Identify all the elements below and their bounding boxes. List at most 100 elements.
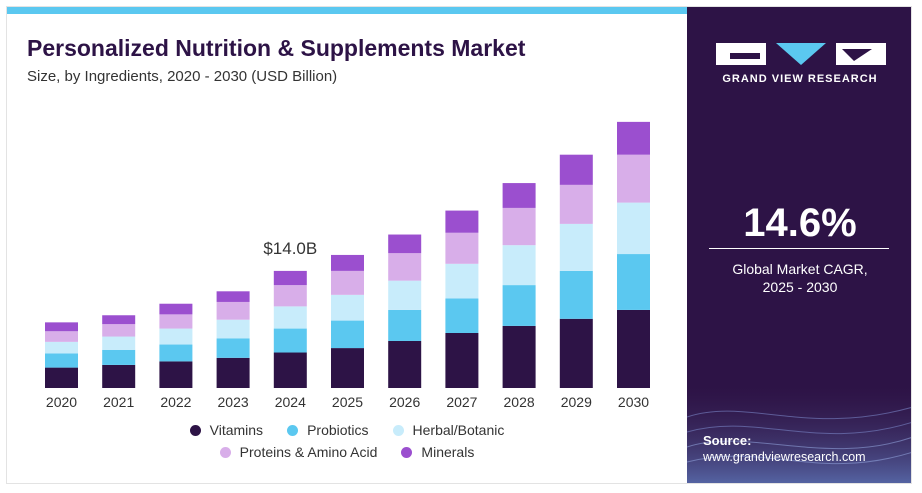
bar-2027-minerals [445,210,479,233]
bar-2023-proteins-amino-acid [216,301,250,320]
chart-title: Personalized Nutrition & Supplements Mar… [27,35,526,61]
bar-2021-minerals [102,315,136,325]
cagr-value: 14.6% [743,201,857,245]
bar-2028-herbal-botanic [502,245,536,286]
x-tick-label-2024: 2024 [275,394,306,410]
bar-2028-probiotics [502,285,536,326]
bar-2030-probiotics [617,254,650,310]
bar-2020-herbal-botanic [45,341,78,354]
legend-dot-proteins-amino-acid [219,446,231,458]
bar-2020-probiotics [45,353,78,368]
legend-dot-minerals [401,446,413,458]
bar-2025-minerals [331,254,364,271]
legend-item-proteins-amino-acid: Proteins & Amino Acid [219,444,378,460]
chart-subtitle: Size, by Ingredients, 2020 - 2030 (USD B… [27,68,338,85]
accent-top-bar [7,7,687,14]
chart-card: Personalized Nutrition & Supplements Mar… [6,6,912,484]
legend-row-1: Vitamins Probiotics Herbal/Botanic [7,419,687,441]
legend-item-minerals: Minerals [401,444,474,460]
bar-2024-herbal-botanic [273,306,307,329]
bar-2021-herbal-botanic [102,336,136,350]
bar-2027-herbal-botanic [445,263,479,299]
legend-item-herbal-botanic: Herbal/Botanic [392,422,505,438]
bar-2026-vitamins [388,340,422,388]
bar-2028-minerals [502,183,536,208]
bar-2022-proteins-amino-acid [159,314,193,329]
legend-label-probiotics: Probiotics [307,422,369,438]
legend-dot-probiotics [287,424,299,436]
bar-2029-herbal-botanic [559,223,593,271]
bar-2022-herbal-botanic [159,328,193,345]
source-url[interactable]: www.grandviewresearch.com [703,450,866,464]
x-tick-label-2027: 2027 [446,394,477,410]
bar-2020-vitamins [45,367,78,388]
bar-2025-herbal-botanic [331,294,364,321]
bar-2025-vitamins [331,348,364,388]
bar-2029-proteins-amino-acid [559,184,593,224]
bar-2020-proteins-amino-acid [45,331,78,342]
legend-dot-vitamins [189,424,201,436]
bar-2026-minerals [388,234,422,254]
chart-legend: Vitamins Probiotics Herbal/Botanic Prote… [7,419,687,463]
bar-2029-minerals [559,154,593,185]
bar-2025-probiotics [331,320,364,349]
brand-name: GRAND VIEW RESEARCH [722,73,878,85]
bar-2026-herbal-botanic [388,280,422,310]
bar-2026-proteins-amino-acid [388,253,422,281]
bar-2023-herbal-botanic [216,319,250,339]
bar-2026-probiotics [388,309,422,341]
legend-item-probiotics: Probiotics [287,422,369,438]
legend-label-proteins-amino-acid: Proteins & Amino Acid [239,444,378,460]
x-tick-label-2029: 2029 [561,394,592,410]
x-tick-label-2026: 2026 [389,394,420,410]
data-label-2024: $14.0B [263,239,317,258]
legend-label-minerals: Minerals [421,444,475,460]
x-tick-label-2030: 2030 [618,394,649,410]
bar-2023-probiotics [216,338,250,358]
x-tick-label-2025: 2025 [332,394,363,410]
bar-2024-proteins-amino-acid [273,285,307,307]
bar-2022-minerals [159,303,193,315]
legend-label-herbal-botanic: Herbal/Botanic [412,422,505,438]
bar-2024-minerals [273,270,307,286]
legend-item-vitamins: Vitamins [189,422,264,438]
bar-2030-proteins-amino-acid [617,154,650,203]
bar-2030-minerals [617,121,650,155]
bar-2030-vitamins [617,309,650,388]
bar-2023-minerals [216,291,250,302]
bar-2021-probiotics [102,349,136,365]
x-tick-label-2023: 2023 [218,394,249,410]
bar-2024-vitamins [273,352,307,388]
cagr-label: Global Market CAGR, 2025 - 2030 [687,260,911,296]
bar-2022-probiotics [159,344,193,362]
bar-2024-probiotics [273,328,307,353]
cagr-label-line-1: Global Market CAGR, [732,261,868,277]
legend-dot-herbal-botanic [392,424,404,436]
x-tick-label-2020: 2020 [46,394,77,410]
x-tick-label-2021: 2021 [103,394,134,410]
bar-2028-vitamins [502,325,536,388]
bar-2028-proteins-amino-acid [502,207,536,246]
bar-2029-vitamins [559,318,593,388]
cagr-label-line-2: 2025 - 2030 [762,279,838,295]
bar-2027-probiotics [445,298,479,333]
grand-view-research-logo-icon [716,43,886,65]
legend-label-vitamins: Vitamins [209,422,264,438]
decorative-wave-pattern [687,387,911,483]
bar-2027-vitamins [445,333,479,388]
bar-2029-probiotics [559,270,593,319]
cagr-divider [709,248,889,249]
bar-2021-vitamins [102,364,136,388]
bar-2023-vitamins [216,357,250,388]
stacked-bar-chart: 2020 2021 2022 2023 2024 $14.0B 2025 2026 2027 20… [45,121,650,410]
x-tick-label-2022: 2022 [160,394,191,410]
bar-2021-proteins-amino-acid [102,324,136,337]
legend-row-2: Proteins & Amino Acid Minerals [7,441,687,463]
x-tick-label-2028: 2028 [504,394,535,410]
source-label: Source: [703,433,752,448]
bar-2030-herbal-botanic [617,202,650,255]
sidebar-panel: GRAND VIEW RESEARCH 14.6% Global Market … [687,7,911,483]
bar-2025-proteins-amino-acid [331,270,364,295]
bar-2020-minerals [45,322,78,332]
bar-2022-vitamins [159,361,193,388]
